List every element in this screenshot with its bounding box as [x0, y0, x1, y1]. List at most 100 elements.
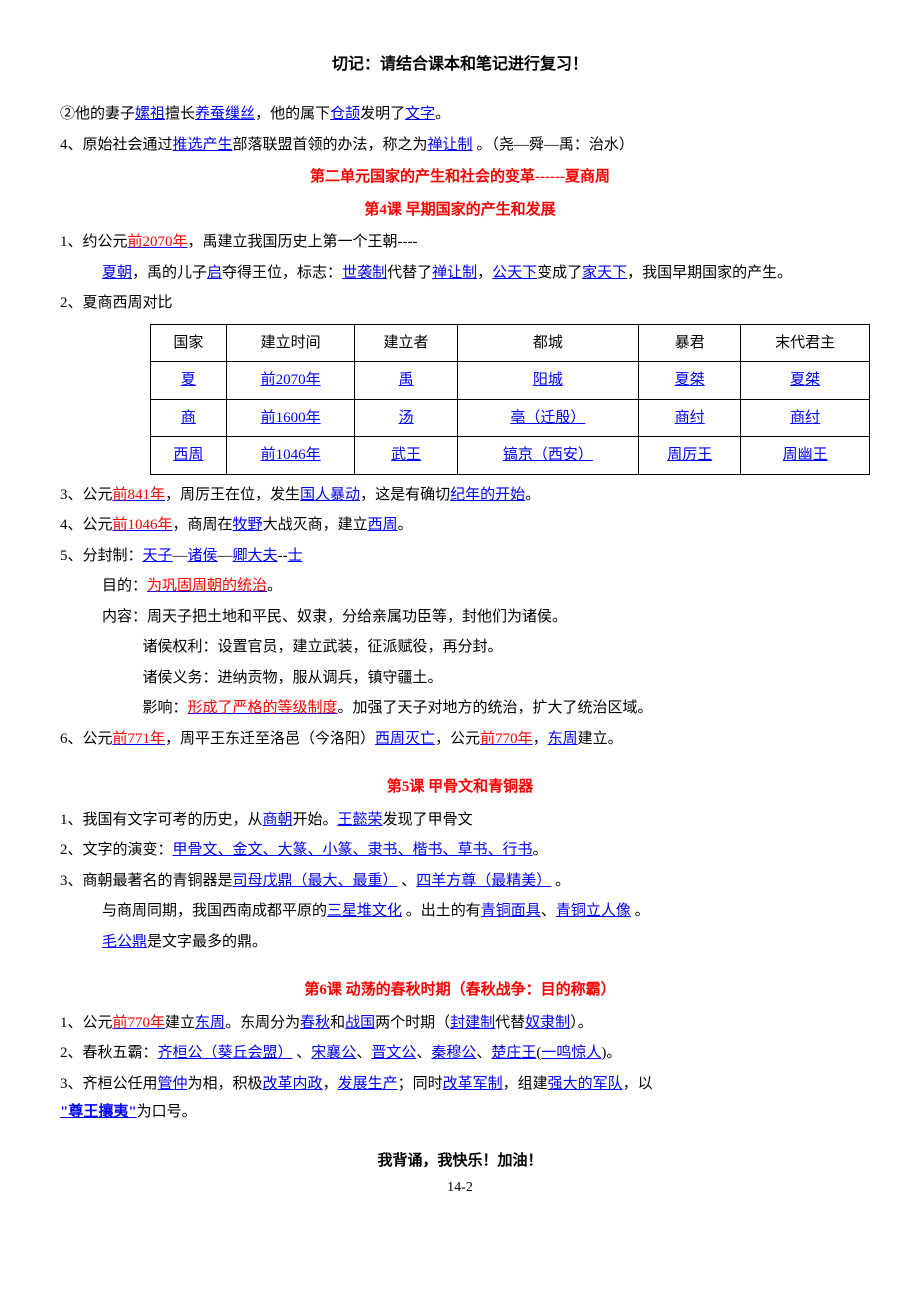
t: 夺得王位，标志：	[222, 265, 342, 281]
l4-1b: 夏朝，禹的儿子启夺得王位，标志：世袭制代替了禅让制，公天下变成了家天下，我国早期…	[60, 259, 860, 288]
t: 、	[476, 1045, 491, 1061]
l4-5-content: 内容：周天子把土地和平民、奴隶，分给亲属功臣等，封他们为诸侯。	[60, 603, 860, 632]
l5-2: 2、文字的演变：甲骨文、金文、大篆、小篆、隶书、楷书、草书、行书。	[60, 836, 860, 865]
key: 发展生产	[338, 1076, 398, 1092]
t: 发明了	[360, 106, 405, 122]
line-2: ②他的妻子嫘祖擅长养蚕缫丝，他的属下仓颉发明了文字。	[60, 100, 860, 129]
l4-5-duty: 诸侯义务：进纳贡物，服从调兵，镇守疆土。	[60, 664, 860, 693]
key: 前2070年	[128, 234, 188, 250]
td: 镐京（西安）	[457, 437, 638, 475]
td: 夏桀	[741, 362, 870, 400]
t: ）。	[570, 1015, 593, 1031]
td: 商纣	[741, 399, 870, 437]
unit2-title: 第二单元国家的产生和社会的变革------夏商周	[60, 163, 860, 192]
l4-3: 3、公元前841年，周厉王在位，发生国人暴动，这是有确切纪年的开始。	[60, 481, 860, 510]
t: 3、商朝最著名的青铜器是	[60, 873, 233, 889]
key: 宋襄公	[311, 1045, 356, 1061]
cell: 前1046年	[261, 447, 321, 463]
th: 末代君主	[741, 324, 870, 362]
t: ，组建	[503, 1076, 548, 1092]
cell: 武王	[391, 447, 421, 463]
td: 商纣	[639, 399, 741, 437]
th: 建立者	[355, 324, 457, 362]
cell: 禹	[399, 372, 414, 388]
l5-3: 3、商朝最著名的青铜器是司母戊鼎（最大、最重） 、四羊方尊（最精美） 。	[60, 867, 860, 896]
l6-3: 3、齐桓公任用管仲为相，积极改革内政，发展生产；同时改革军制，组建强大的军队，以…	[60, 1070, 860, 1127]
t: 代替	[495, 1015, 525, 1031]
l5-3b: 与商周同期，我国西南成都平原的三星堆文化 。出土的有青铜面具、青铜立人像 。	[60, 897, 860, 926]
t: 1、我国有文字可考的历史，从	[60, 812, 263, 828]
key: 卿大夫	[233, 548, 278, 564]
td: 商	[151, 399, 227, 437]
key: 世袭制	[342, 265, 387, 281]
l5-3c: 毛公鼎是文字最多的鼎。	[60, 928, 860, 957]
key: 诸侯	[188, 548, 218, 564]
key: 前771年	[113, 731, 166, 747]
t: ，周厉王在位，发生	[165, 487, 300, 503]
t: 。	[533, 842, 548, 858]
t: 2、文字的演变：	[60, 842, 173, 858]
lesson6-title: 第6课 动荡的春秋时期（春秋战争：目的称霸）	[60, 976, 860, 1005]
key: 春秋	[300, 1015, 330, 1031]
key: "尊王攘夷"	[60, 1104, 137, 1120]
key: 嫘祖	[135, 106, 165, 122]
cell: 西周	[173, 447, 203, 463]
t: )。	[601, 1045, 621, 1061]
t: ，这是有确切	[360, 487, 450, 503]
key: 东周	[195, 1015, 225, 1031]
td: 亳（迁殷）	[457, 399, 638, 437]
key: 禅让制	[432, 265, 477, 281]
t: 变成了	[537, 265, 582, 281]
key: 士	[288, 548, 303, 564]
key: 为巩固周朝的统治	[147, 578, 267, 594]
key: 夏朝	[102, 265, 132, 281]
t: 3、公元	[60, 487, 113, 503]
th: 都城	[457, 324, 638, 362]
l4-1: 1、约公元前2070年，禹建立我国历史上第一个王朝----	[60, 228, 860, 257]
key: 天子	[143, 548, 173, 564]
t: ，	[323, 1076, 338, 1092]
td: 夏桀	[639, 362, 741, 400]
t: 6、公元	[60, 731, 113, 747]
key: 王懿荣	[338, 812, 383, 828]
t: ，周平王东迁至洛邑（今洛阳）	[165, 731, 375, 747]
l4-6: 6、公元前771年，周平王东迁至洛邑（今洛阳）西周灭亡，公元前770年，东周建立…	[60, 725, 860, 754]
key: 管仲	[158, 1076, 188, 1092]
t: 与商周同期，我国西南成都平原的	[102, 903, 327, 919]
t: 、	[356, 1045, 371, 1061]
key: 毛公鼎	[102, 934, 147, 950]
table-row: 夏 前2070年 禹 阳城 夏桀 夏桀	[151, 362, 870, 400]
table-header-row: 国家 建立时间 建立者 都城 暴君 末代君主	[151, 324, 870, 362]
key: 启	[207, 265, 222, 281]
l4-5-right: 诸侯权利：设置官员，建立武装，征派赋役，再分封。	[60, 633, 860, 662]
t: ，以	[623, 1076, 653, 1092]
t: 为相，积极	[188, 1076, 263, 1092]
key: 改革军制	[443, 1076, 503, 1092]
t: ，禹建立我国历史上第一个王朝----	[188, 234, 418, 250]
key: 青铜面具	[481, 903, 541, 919]
cell: 商纣	[675, 410, 705, 426]
td: 汤	[355, 399, 457, 437]
t: 。	[525, 487, 540, 503]
t: ，他的属下	[255, 106, 330, 122]
t: 开始。	[293, 812, 338, 828]
t: 影响：	[143, 700, 188, 716]
cell: 阳城	[533, 372, 563, 388]
t: 3、齐桓公任用	[60, 1076, 158, 1092]
t: 。东周分为	[225, 1015, 300, 1031]
t: ，禹的儿子	[132, 265, 207, 281]
key: 商朝	[263, 812, 293, 828]
key: 奴隶制	[525, 1015, 570, 1031]
t: 4、原始社会通过	[60, 137, 173, 153]
cell: 镐京（西安）	[503, 447, 593, 463]
td: 西周	[151, 437, 227, 475]
t: 建立	[165, 1015, 195, 1031]
key: 改革内政	[263, 1076, 323, 1092]
t: 部落联盟首领的办法，称之为	[233, 137, 428, 153]
key: 甲骨文、金文、大篆、小篆、隶书、楷书、草书、行书	[173, 842, 533, 858]
t: ②他的妻子	[60, 106, 135, 122]
th: 暴君	[639, 324, 741, 362]
t: 1、约公元	[60, 234, 128, 250]
t: ，	[533, 731, 548, 747]
t: 是文字最多的鼎。	[147, 934, 267, 950]
